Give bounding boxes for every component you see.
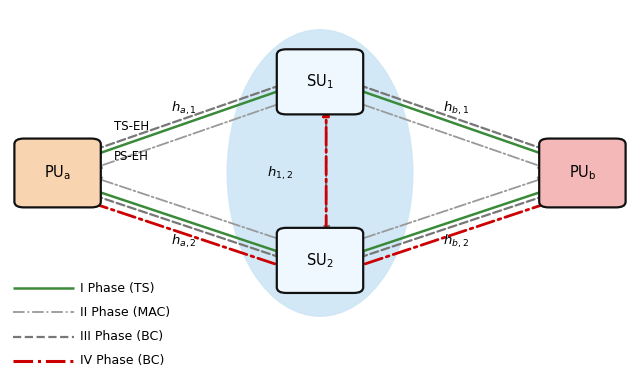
Text: II Phase (MAC): II Phase (MAC): [80, 306, 170, 319]
Text: PS-EH: PS-EH: [114, 150, 148, 163]
Text: $\mathregular{SU_2}$: $\mathregular{SU_2}$: [306, 251, 334, 270]
Text: $h_{b,1}$: $h_{b,1}$: [444, 100, 469, 117]
Text: $h_{b,2}$: $h_{b,2}$: [444, 232, 469, 250]
Text: I Phase (TS): I Phase (TS): [80, 282, 154, 295]
FancyBboxPatch shape: [540, 139, 626, 207]
Text: III Phase (BC): III Phase (BC): [80, 330, 163, 343]
Text: $h_{a,1}$: $h_{a,1}$: [171, 100, 196, 117]
Text: TS-EH: TS-EH: [114, 120, 148, 133]
Text: $h_{1,2}$: $h_{1,2}$: [266, 164, 292, 182]
FancyBboxPatch shape: [277, 49, 364, 114]
FancyBboxPatch shape: [14, 139, 101, 207]
Ellipse shape: [227, 30, 413, 316]
Text: $h_{a,2}$: $h_{a,2}$: [171, 232, 196, 250]
Text: $\mathregular{SU_1}$: $\mathregular{SU_1}$: [306, 73, 334, 91]
FancyBboxPatch shape: [277, 228, 364, 293]
Text: $\mathregular{PU_b}$: $\mathregular{PU_b}$: [568, 164, 596, 182]
Text: $\mathregular{PU_a}$: $\mathregular{PU_a}$: [44, 164, 71, 182]
Text: IV Phase (BC): IV Phase (BC): [80, 355, 164, 367]
